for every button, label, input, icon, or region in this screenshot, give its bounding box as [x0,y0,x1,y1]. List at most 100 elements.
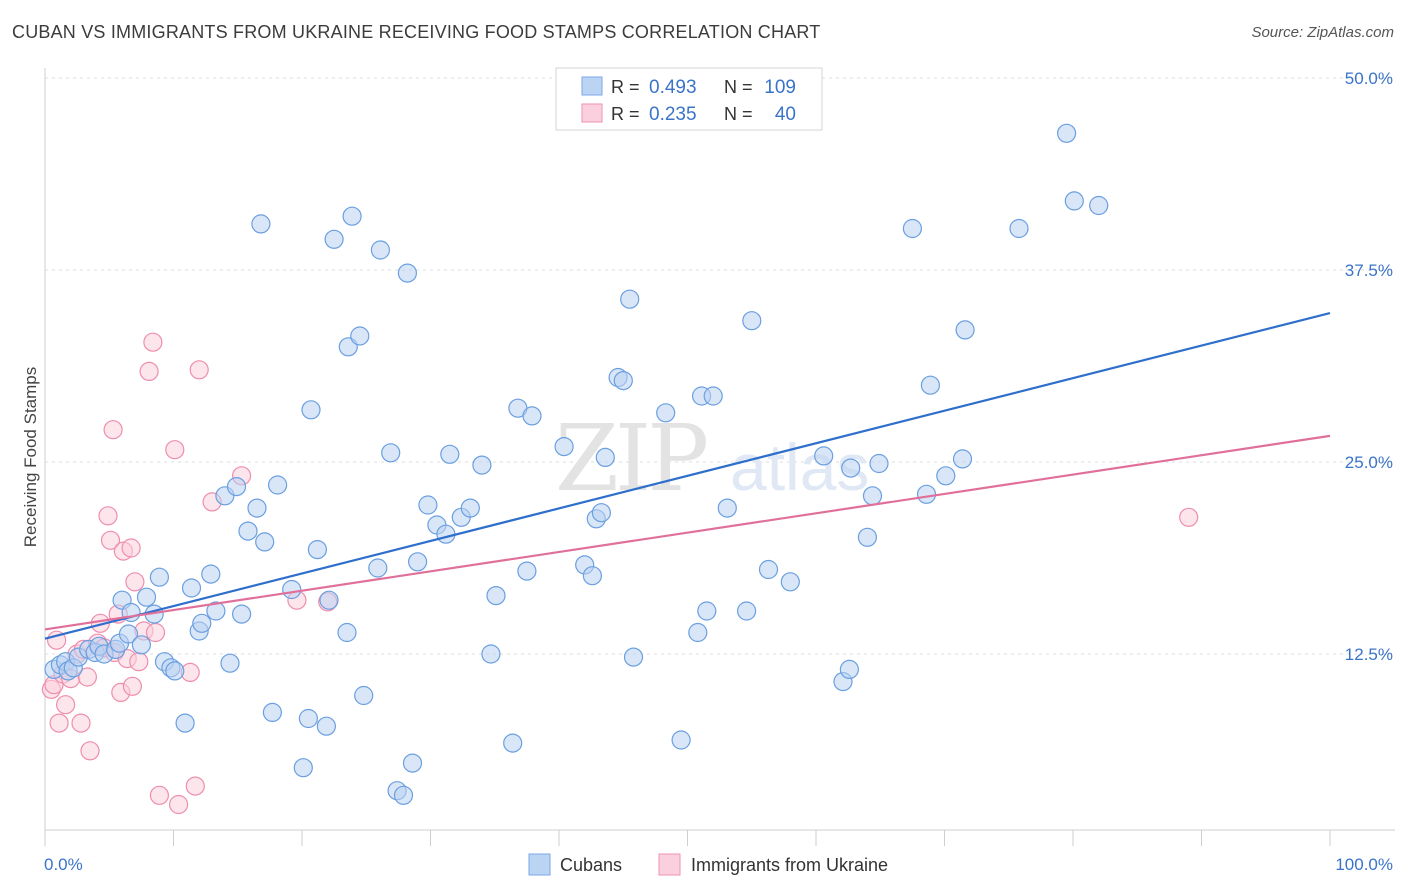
cuban-point [324,229,344,249]
cuban-point [393,785,414,805]
cuban-point [1089,195,1109,216]
cuban-point [201,564,221,584]
cuban-point [298,708,318,729]
cuban-point [671,730,691,750]
y-tick-label: 12.5% [1345,645,1393,664]
cuban-point [955,320,975,340]
y-tick-label: 37.5% [1345,261,1393,280]
x-tick-label-min: 0.0% [44,855,83,874]
cuban-point [742,311,762,331]
ukraine-point [122,676,142,696]
cuban-point [118,624,139,644]
cuban-point [301,400,321,420]
legend-swatch-cubans [581,76,603,96]
chart-source: Source: ZipAtlas.com [1251,24,1394,41]
cuban-point [554,437,574,457]
watermark-zip: ZIP [555,405,706,512]
cuban-point [436,524,456,544]
cuban-point [920,375,941,395]
cuban-point [282,579,302,600]
ukraine-point [125,572,145,592]
cuban-point [758,559,779,580]
cuban-point [316,716,336,736]
cuban-point [206,601,226,621]
legend-bottom-swatch-ukraine [658,853,681,876]
y-axis-label: Receiving Food Stamps [21,367,40,547]
legend-bottom: Cubans Immigrants from Ukraine [528,853,888,876]
cuban-point [862,486,883,506]
cuban-point [226,477,247,497]
cuban-point [841,458,861,478]
ukraine-point [189,360,209,380]
ukraine-point [139,361,159,381]
cuban-point [703,386,723,406]
cuban-point [181,578,202,598]
cuban-point [582,566,603,586]
legend-bottom-swatch-cubans [528,853,551,876]
cuban-point [262,702,282,723]
cuban-point [486,585,506,606]
y-tick-labels: 12.5% 25.0% 37.5% 50.0% [1345,69,1393,664]
cuban-point [418,495,438,515]
cuban-point [136,587,157,607]
ukraine-point [71,713,91,733]
cuban-point [1009,218,1029,239]
ukraine-point [143,332,163,352]
cuban-point [337,622,357,643]
y-tick-label: 50.0% [1345,69,1393,88]
legend-n-value-cubans: 109 [764,77,796,98]
ukraine-point [149,785,169,805]
legend-n-value-ukraine: 40 [775,104,796,125]
chart-title: CUBAN VS IMMIGRANTS FROM UKRAINE RECEIVI… [12,22,821,42]
cuban-point [131,635,151,655]
cuban-point [697,601,717,621]
cuban-point [354,685,374,706]
cuban-point [1064,191,1084,211]
ukraine-point [98,506,118,526]
legend-bottom-label-ukraine: Immigrants from Ukraine [691,855,888,875]
cuban-point [952,449,973,469]
cuban-point [503,733,523,753]
legend-r-label-cubans: R = [611,77,640,97]
ukraine-point [55,695,76,715]
cuban-point [247,498,267,518]
cuban-point [238,521,258,541]
cuban-point [481,644,501,664]
cuban-point [623,647,644,667]
legend-bottom-label-cubans: Cubans [560,855,622,875]
ukraine-point [129,652,149,672]
ukraine-point [145,622,166,643]
cuban-point [370,240,390,260]
cuban-point [736,601,757,621]
legend-n-label-ukraine: N = [724,104,753,124]
cuban-point [916,484,937,504]
ukraine-point [46,630,67,650]
cuban-point [869,453,889,474]
trend-line-cubans [44,311,1331,640]
cuban-point [688,622,708,643]
trend-line-ukraine [44,434,1331,631]
cuban-point [613,371,633,391]
cuban-point [591,503,612,523]
legend-r-value-cubans: 0.493 [649,77,697,98]
cuban-point [814,446,834,466]
cuban-point [175,713,195,733]
legend-r-value-ukraine: 0.235 [649,104,697,125]
axes [44,68,1395,846]
cuban-point [460,498,480,518]
cuban-point [839,659,860,680]
cuban-point [1056,123,1077,143]
cuban-point [268,475,288,495]
ukraine-point [77,667,98,687]
cuban-point [319,590,339,610]
ukraine-point [185,776,205,796]
cuban-point [293,758,313,778]
cuban-point [402,753,423,773]
ukraine-point [103,420,123,440]
cuban-point [408,552,428,572]
cuban-point [857,527,878,547]
cuban-point [232,604,252,624]
cuban-point [192,613,212,633]
cuban-point [220,653,240,673]
